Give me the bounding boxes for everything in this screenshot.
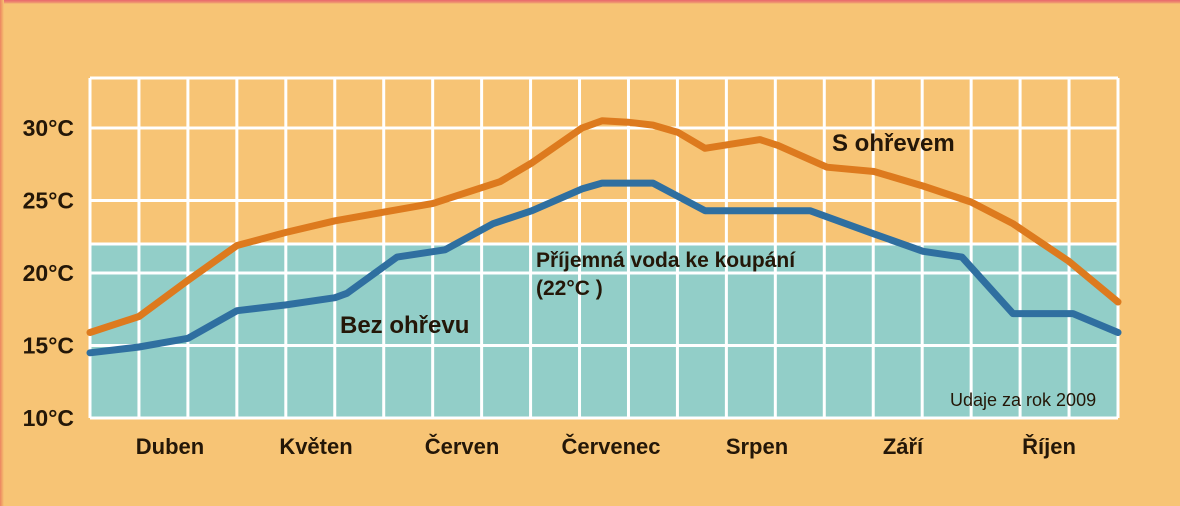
y-tick-label-30: 30°C xyxy=(23,115,74,141)
y-tick-label-20: 20°C xyxy=(23,260,74,286)
comfort-band-label-line1: Příjemná voda ke koupání xyxy=(536,249,796,272)
y-tick-label-15: 15°C xyxy=(23,333,74,359)
frame-left-edge xyxy=(0,0,4,506)
series-label-bez-ohrevu: Bez ohřevu xyxy=(340,312,470,339)
frame-top-edge xyxy=(0,0,1180,4)
comfort-band-label-line2: (22°C ) xyxy=(536,276,603,300)
x-tick-label-2: Květen xyxy=(279,434,352,459)
series-line-bez-ohrevu xyxy=(86,179,1122,357)
y-tick-label-25: 25°C xyxy=(23,188,74,214)
x-tick-label-6: Září xyxy=(883,434,924,459)
y-tick-label-10: 10°C xyxy=(23,405,74,431)
x-tick-label-5: Srpen xyxy=(726,434,788,459)
x-tick-label-4: Červenec xyxy=(561,434,660,459)
data-year-note: Udaje za rok 2009 xyxy=(950,390,1097,410)
x-tick-label-7: Říjen xyxy=(1022,434,1076,459)
comfort-band-label: Příjemná voda ke koupání (22°C ) xyxy=(536,247,795,302)
x-tick-label-3: Červen xyxy=(425,434,500,459)
x-tick-label-1: Duben xyxy=(136,434,204,459)
series-label-s-ohrevem: S ohřevem xyxy=(832,130,955,157)
frame-bottom-edge xyxy=(0,502,1180,506)
series-line-s-ohrevem xyxy=(86,117,1122,336)
